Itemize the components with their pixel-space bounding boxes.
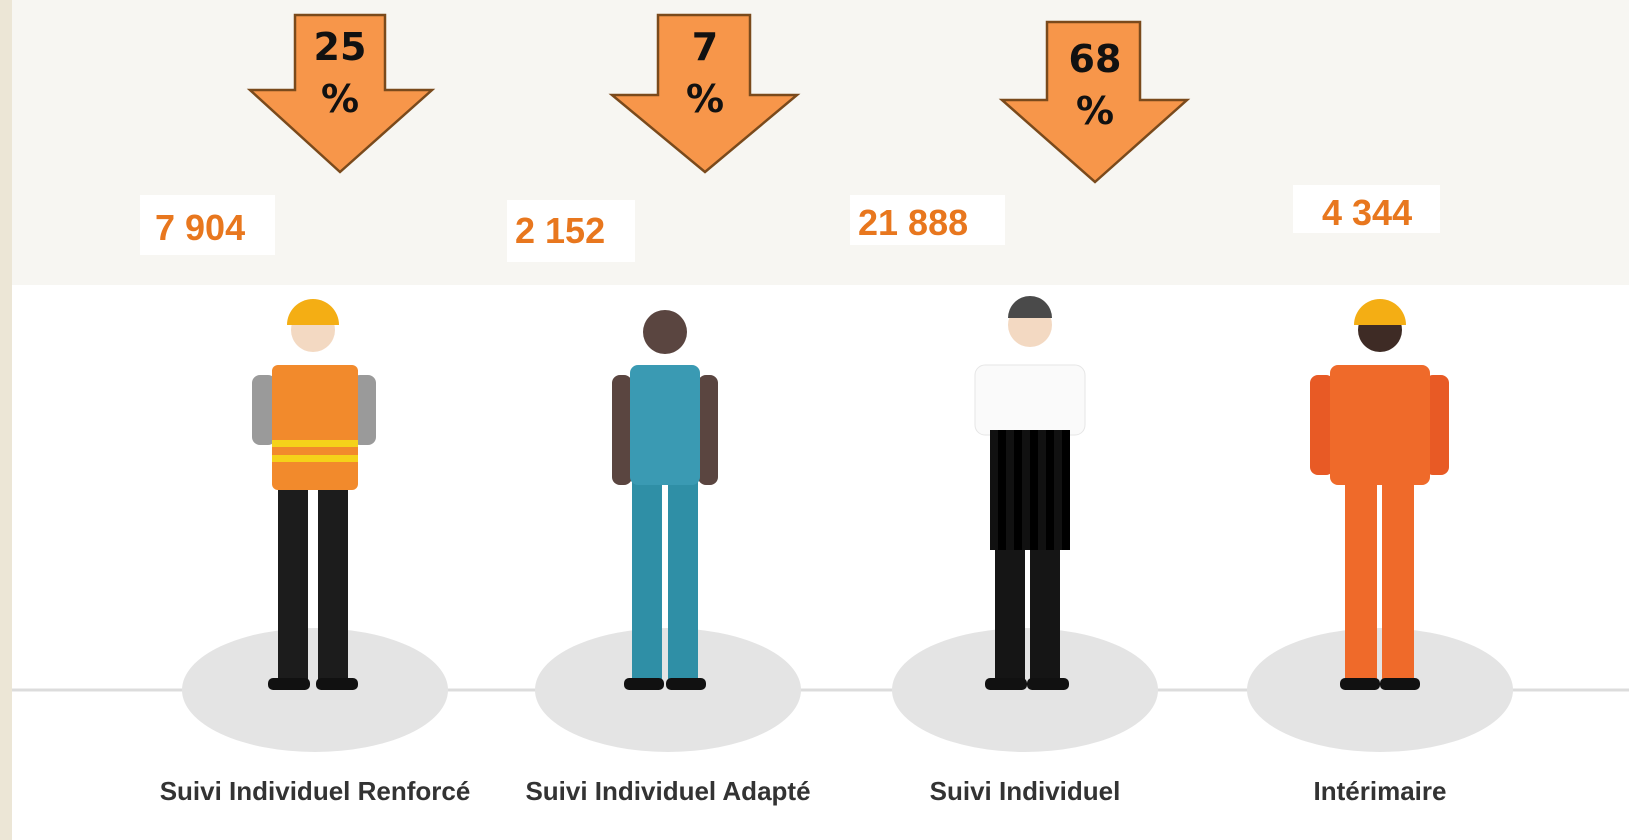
count: 4 344 bbox=[1322, 192, 1412, 233]
arrow-value: 7 bbox=[692, 25, 718, 69]
side-strip bbox=[0, 0, 12, 840]
arrow-unit: % bbox=[1076, 89, 1114, 133]
arrow-value: 68 bbox=[1069, 37, 1122, 81]
category-label: Suivi Individuel bbox=[930, 776, 1121, 806]
arrow-unit: % bbox=[321, 77, 359, 121]
arrow-value: 25 bbox=[314, 25, 367, 69]
category-label: Suivi Individuel Renforcé bbox=[160, 776, 471, 806]
count: 21 888 bbox=[858, 202, 968, 243]
arrow-unit: % bbox=[686, 77, 724, 121]
count: 7 904 bbox=[155, 207, 245, 248]
category-label: Intérimaire bbox=[1314, 776, 1447, 806]
category-label: Suivi Individuel Adapté bbox=[525, 776, 810, 806]
count: 2 152 bbox=[515, 210, 605, 251]
infographic: 25 % 7 % 68 % 7 904 2 152 21 888 4 344 bbox=[0, 0, 1629, 840]
